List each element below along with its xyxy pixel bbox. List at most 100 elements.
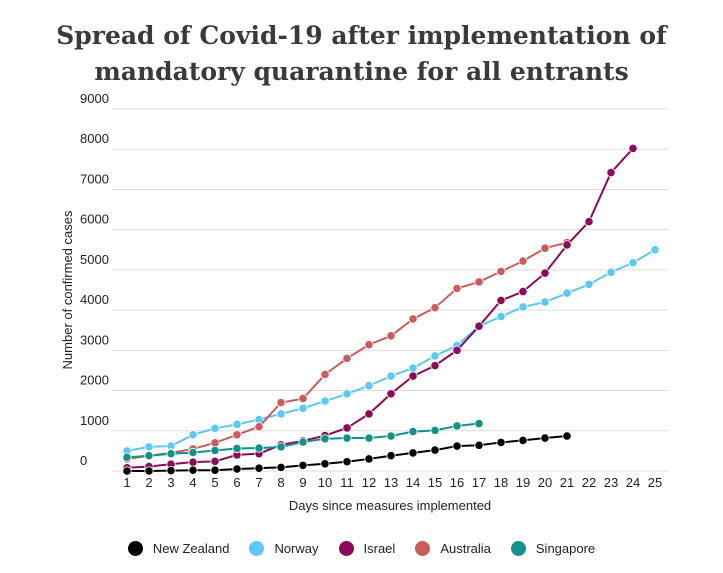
x-tick-label: 17 <box>472 475 486 490</box>
data-point-australia <box>540 243 550 253</box>
x-tick-label: 16 <box>450 475 464 490</box>
data-point-new-zealand <box>320 459 330 469</box>
y-tick-label: 3000 <box>80 332 109 347</box>
chart-title: Spread of Covid-19 after implementation … <box>0 18 723 90</box>
legend-marker <box>415 541 431 556</box>
data-point-singapore <box>474 418 484 429</box>
x-tick-label: 25 <box>648 475 662 490</box>
data-point-new-zealand <box>122 466 132 476</box>
data-point-australia <box>474 277 484 287</box>
data-point-israel <box>518 287 528 297</box>
data-point-israel <box>386 389 396 399</box>
legend-item-new-zealand: New Zealand <box>127 541 230 556</box>
data-point-norway <box>606 267 616 277</box>
data-point-norway <box>628 258 638 268</box>
data-point-australia <box>430 303 440 313</box>
data-point-singapore <box>232 443 242 454</box>
x-tick-label: 14 <box>406 475 420 490</box>
data-point-singapore <box>386 431 396 441</box>
data-point-norway <box>408 363 418 373</box>
data-point-new-zealand <box>254 463 264 473</box>
data-point-new-zealand <box>562 431 572 441</box>
data-point-australia <box>254 422 264 432</box>
data-point-singapore <box>430 425 440 435</box>
data-point-new-zealand <box>364 454 374 464</box>
data-point-singapore <box>452 421 462 431</box>
data-point-israel <box>342 423 352 433</box>
y-tick-label: 6000 <box>80 212 109 227</box>
x-tick-label: 7 <box>255 475 262 490</box>
data-point-norway <box>210 423 220 433</box>
x-axis-ticks: 1 2 3 4 5 6 7 8 9 10 11 12 13 14 15 16 17 18 19 20 21 22 23 24 2… <box>123 475 662 490</box>
series-group <box>122 143 660 476</box>
legend-label: Australia <box>440 541 491 556</box>
data-point-australia <box>210 438 220 448</box>
data-point-australia <box>518 256 528 266</box>
y-tick-label: 9000 <box>80 91 109 106</box>
data-point-new-zealand <box>232 464 242 474</box>
data-point-norway <box>320 396 330 406</box>
x-tick-label: 5 <box>211 475 218 490</box>
data-point-norway <box>232 419 242 429</box>
x-tick-label: 11 <box>340 475 354 490</box>
x-tick-label: 2 <box>145 475 152 490</box>
data-point-norway <box>188 430 198 440</box>
series-israel <box>122 143 638 473</box>
chart-title-line-2: mandatory quarantine for all entrants <box>94 57 629 86</box>
y-tick-label: 8000 <box>80 131 109 146</box>
legend-label: Norway <box>274 541 319 556</box>
data-point-australia <box>496 266 506 277</box>
data-point-australia <box>452 283 462 293</box>
data-point-singapore <box>166 449 176 459</box>
data-point-new-zealand <box>430 445 440 455</box>
x-tick-label: 18 <box>494 475 508 490</box>
data-point-israel <box>606 167 616 178</box>
x-tick-label: 10 <box>318 475 332 490</box>
data-point-new-zealand <box>408 448 418 458</box>
data-point-new-zealand <box>452 441 462 451</box>
legend: New Zealand Norway Israel Australia Singapor… <box>0 541 723 556</box>
y-tick-label: 1000 <box>80 413 109 428</box>
data-point-norway <box>540 297 550 307</box>
chart-title-line-1: Spread of Covid-19 after implementation … <box>56 21 667 50</box>
x-tick-label: 12 <box>362 475 376 490</box>
data-point-singapore <box>254 443 264 453</box>
data-point-singapore <box>210 445 220 456</box>
x-tick-label: 23 <box>604 475 618 490</box>
y-tick-label: 4000 <box>80 292 109 307</box>
data-point-norway <box>430 351 440 361</box>
data-point-new-zealand <box>210 465 220 475</box>
data-point-new-zealand <box>474 440 484 450</box>
data-point-singapore <box>122 452 132 462</box>
data-point-new-zealand <box>540 433 550 443</box>
y-tick-label: 0 <box>80 453 87 468</box>
data-point-australia <box>408 314 418 324</box>
data-point-norway <box>276 409 286 419</box>
data-point-singapore <box>320 434 330 444</box>
y-tick-label: 5000 <box>80 252 109 267</box>
data-point-norway <box>650 245 660 255</box>
legend-item-singapore: Singapore <box>510 541 595 556</box>
data-point-norway <box>496 311 506 322</box>
data-point-new-zealand <box>144 466 154 476</box>
series-line-israel <box>126 147 634 469</box>
legend-marker <box>249 541 265 556</box>
data-point-norway <box>298 403 308 413</box>
x-tick-label: 15 <box>428 475 442 490</box>
data-point-israel <box>584 217 594 227</box>
data-point-norway <box>342 389 352 399</box>
x-tick-label: 4 <box>189 475 196 490</box>
data-point-new-zealand <box>188 465 198 475</box>
data-point-singapore <box>144 451 154 461</box>
legend-item-israel: Israel <box>338 541 395 556</box>
x-tick-label: 3 <box>167 475 174 490</box>
legend-label: New Zealand <box>152 541 230 556</box>
data-point-australia <box>232 430 242 440</box>
x-tick-label: 24 <box>626 475 640 490</box>
data-point-australia <box>342 353 352 363</box>
data-point-new-zealand <box>166 465 176 476</box>
data-point-australia <box>298 393 308 404</box>
x-axis-label: Days since measures implemented <box>289 498 491 513</box>
legend-marker <box>127 541 143 556</box>
